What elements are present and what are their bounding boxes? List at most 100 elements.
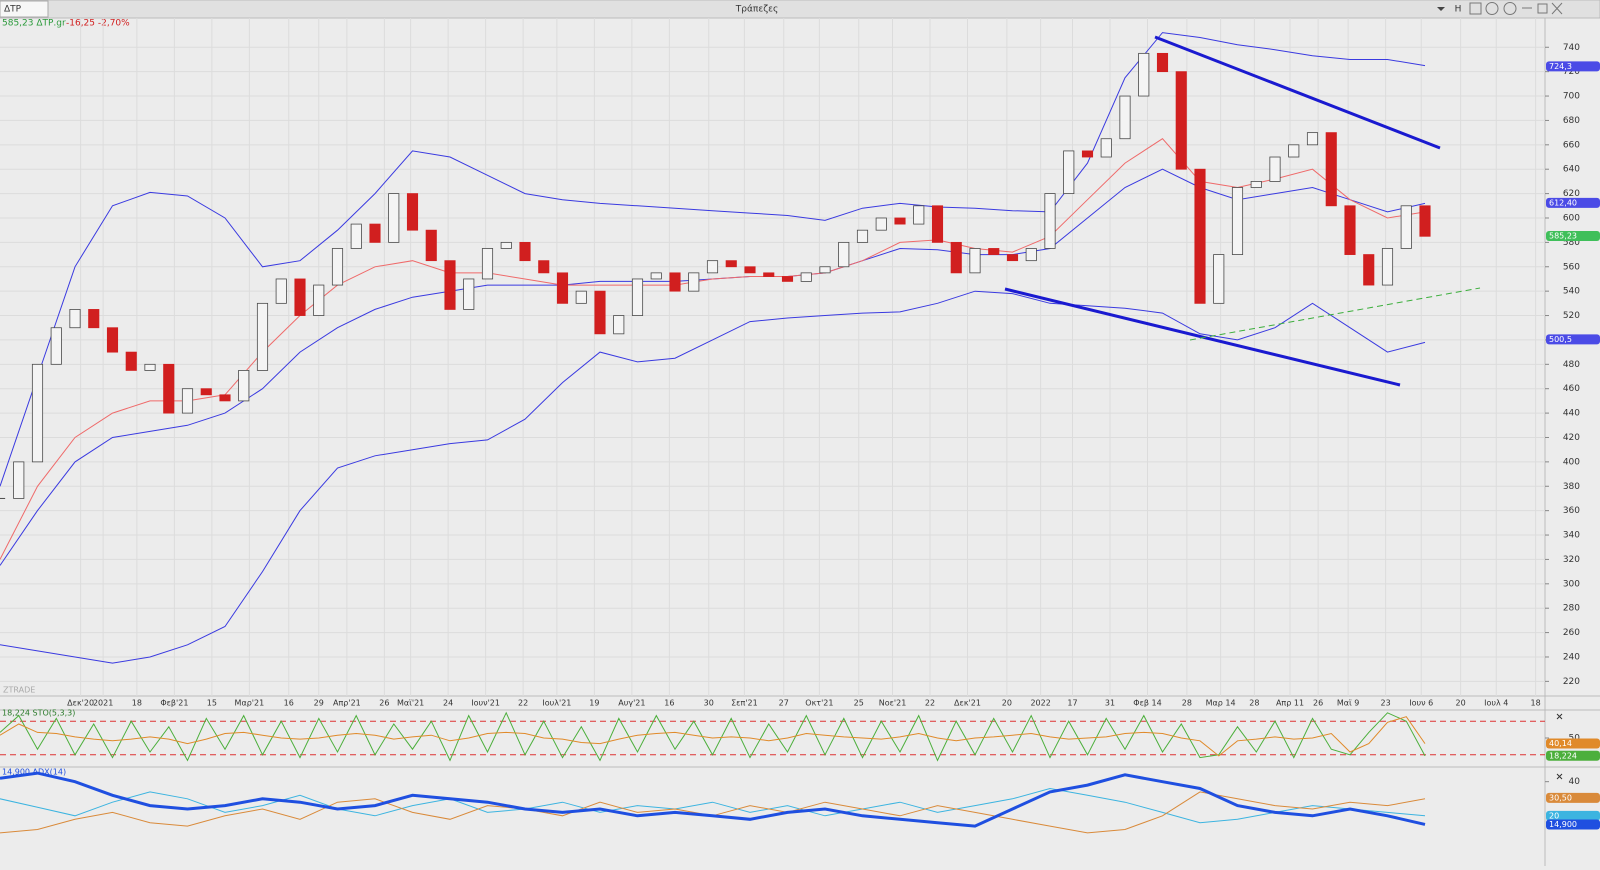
candle — [613, 315, 625, 335]
candle — [50, 327, 62, 365]
candle — [406, 193, 419, 231]
y-tick-label: 560 — [1563, 262, 1580, 272]
y-tick-label: 700 — [1563, 92, 1580, 102]
x-tick-label: Μαϊ 9 — [1337, 699, 1360, 708]
candle — [725, 260, 737, 268]
candle — [631, 278, 644, 316]
value-badge — [1546, 334, 1600, 345]
y-tick-label: 240 — [1563, 652, 1580, 662]
candle — [369, 223, 381, 243]
symbol: ΔΤΡ — [4, 5, 22, 15]
candle — [331, 248, 344, 286]
candle — [69, 309, 81, 329]
x-tick-label: Δεκ'21 — [954, 699, 981, 708]
dropdown[interactable] — [1437, 7, 1445, 11]
y-tick-label: 420 — [1563, 433, 1580, 443]
candle — [88, 309, 100, 329]
candle — [294, 278, 306, 316]
candle — [706, 260, 719, 274]
value-badge-label: 585,23 — [1549, 231, 1577, 240]
y-tick-label: 50 — [1569, 734, 1581, 744]
x-tick-label: Ιουλ'21 — [542, 699, 571, 708]
candle — [1119, 95, 1131, 140]
close-icon[interactable] — [1556, 713, 1563, 780]
window-icons — [1469, 2, 1563, 15]
x-tick-label: 16 — [664, 699, 674, 708]
x-tick-label: 16 — [284, 699, 294, 708]
x-tick-label: 23 — [1381, 699, 1391, 708]
value-badge — [1546, 819, 1600, 830]
x-tick-label: 25 — [854, 699, 864, 708]
y-tick-label: 680 — [1563, 116, 1580, 126]
series-line — [0, 32, 1426, 487]
candle — [1194, 168, 1206, 304]
icon[interactable] — [1469, 2, 1482, 15]
x-tick-label: 29 — [314, 699, 324, 708]
candle — [575, 290, 587, 304]
candle — [856, 229, 869, 243]
x-tick-label: Μαρ'21 — [235, 699, 265, 708]
y-tick-label: 340 — [1563, 531, 1580, 541]
candle — [1025, 248, 1037, 262]
icon[interactable] — [1522, 2, 1563, 15]
y-tick-label: 620 — [1563, 189, 1580, 199]
candle — [1250, 181, 1262, 188]
x-tick-label: Φεβ'21 — [160, 699, 188, 708]
candle — [800, 272, 812, 282]
y-tick-label: 220 — [1563, 677, 1580, 687]
candle — [425, 229, 437, 262]
candle — [313, 284, 325, 316]
candle — [1269, 156, 1281, 182]
candle — [1325, 132, 1337, 207]
candle — [594, 290, 606, 335]
candle — [219, 394, 231, 402]
x-tick-label: Οκτ'21 — [805, 699, 833, 708]
x-tick-label: 30 — [704, 699, 714, 708]
candle — [763, 272, 775, 277]
symbol-box[interactable] — [0, 0, 49, 18]
y-tick-label: 520 — [1563, 311, 1580, 321]
x-tick-label: Σεπ'21 — [731, 699, 758, 708]
series-line — [0, 771, 1426, 828]
x-tick-label: 22 — [518, 699, 528, 708]
x-tick-label: Φεβ 14 — [1133, 699, 1161, 708]
icon[interactable] — [1485, 2, 1499, 15]
trendline — [1189, 287, 1481, 341]
x-tick-label: 2022 — [1030, 699, 1050, 708]
y-tick-label: 300 — [1563, 579, 1580, 589]
candle — [950, 241, 962, 274]
y-tick-label: 640 — [1563, 165, 1580, 175]
candle — [556, 272, 569, 304]
candle — [1081, 150, 1094, 158]
y-tick-label: 40 — [1569, 777, 1581, 787]
candle — [538, 260, 550, 274]
x-tick-label: 27 — [779, 699, 789, 708]
value-badge-label: 612,40 — [1549, 198, 1577, 207]
quote: 585,23 ΔΤΡ.gr — [2, 19, 66, 29]
x-tick-label: Απρ'21 — [333, 699, 361, 708]
x-tick-label: 15 — [207, 699, 217, 708]
x-tick-label: 18 — [132, 699, 142, 708]
icon[interactable] — [1503, 2, 1517, 15]
candle — [1063, 150, 1075, 194]
candle — [931, 205, 944, 243]
candle — [913, 205, 925, 225]
candle — [1363, 254, 1375, 286]
candle — [988, 248, 1000, 255]
toolbar — [0, 0, 1600, 19]
candle — [350, 223, 362, 249]
value-badge-label: 14,900 — [1549, 820, 1577, 829]
candle — [144, 363, 156, 371]
mode[interactable]: H — [1455, 5, 1462, 15]
x-tick-label: 26 — [1313, 699, 1323, 708]
x-tick-label: Δεκ'20 — [67, 699, 94, 708]
candle — [650, 272, 662, 280]
value-badge-label: 18,224 — [1549, 751, 1577, 760]
value-badge — [1546, 750, 1600, 761]
y-tick-label: 720 — [1563, 67, 1580, 77]
y-tick-label: 580 — [1563, 238, 1580, 248]
value-badge-label: 30,50 — [1549, 793, 1572, 802]
candle — [481, 248, 494, 280]
x-tick-label: 31 — [1105, 699, 1115, 708]
y-tick-label: 440 — [1563, 409, 1580, 419]
